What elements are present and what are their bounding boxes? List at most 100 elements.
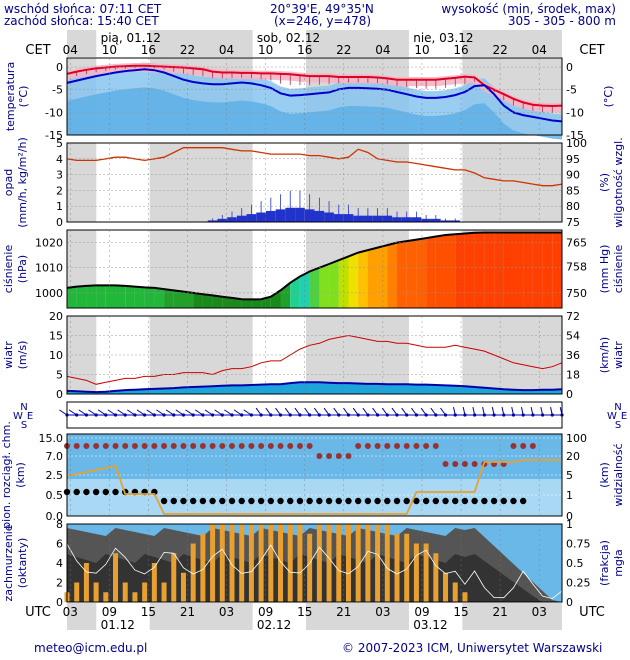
pressure-area-segment	[338, 256, 349, 308]
cloud-top-dot	[93, 443, 100, 449]
winddir-dot	[123, 413, 127, 417]
pressure-tick-left: 1000	[35, 287, 63, 300]
cloud-base-dot	[490, 497, 498, 505]
top-strip-band	[462, 30, 562, 57]
visibility-ylabel-2: widzialność	[612, 443, 625, 506]
clouds-tick-left: 0	[56, 596, 63, 609]
top-hour-label: 10	[414, 43, 429, 57]
winddir-dot	[133, 413, 137, 417]
pressure-tick-right: 758	[566, 260, 587, 273]
night-band	[67, 143, 97, 222]
temp-tick-left: 0	[56, 61, 63, 74]
top-hour-label: 16	[297, 43, 312, 57]
visibility-tick-right: 0	[566, 510, 573, 523]
fog-ylabel-1: (frakcja)	[598, 540, 611, 586]
compass-w-right: W	[607, 411, 617, 422]
precip-tick-left: 0	[56, 216, 63, 229]
cloud-base-dot	[413, 497, 420, 505]
visibility-tick-left: 0.5	[46, 489, 64, 502]
cloud-top-dot	[510, 443, 517, 449]
winddir-dot	[405, 413, 409, 417]
cloud-base-dot	[500, 497, 507, 505]
pressure-area-segment	[96, 285, 106, 308]
footer-email[interactable]: meteo@icm.edu.pl	[34, 641, 148, 655]
pressure-area-segment	[164, 289, 174, 308]
panel-frame	[66, 433, 563, 517]
visibility-tick-right: 1	[566, 489, 573, 502]
pressure-ylabel-2: (hPa)	[16, 255, 29, 283]
pressure-tick-right: 765	[566, 237, 587, 250]
cloud-top-dot	[423, 443, 430, 449]
fog-bar	[210, 524, 216, 602]
pressure-area-segment	[319, 264, 330, 308]
precip-tick-left: 5	[56, 137, 63, 150]
cloud-base-dot	[461, 497, 469, 505]
altitude-values: 305 - 305 - 800 m	[507, 14, 616, 28]
fog-bar	[190, 543, 196, 602]
pressure-line	[66, 231, 562, 301]
winddir-dot	[201, 413, 205, 417]
winddir-dot	[113, 413, 118, 417]
pressure-area-segment	[144, 287, 155, 308]
top-day-label: nie, 03.12	[413, 31, 473, 45]
visibility-bg-lower	[67, 479, 562, 516]
pressure-area-segment	[290, 276, 300, 308]
altitude-label: wysokość (min, środek, max)	[441, 2, 616, 16]
cloud-top-dot	[471, 461, 478, 467]
temp-tick-left: -10	[45, 106, 63, 119]
cloud-base-dot	[219, 497, 226, 505]
compass-n-right: N	[614, 402, 621, 413]
cloud-top-dot	[461, 461, 468, 467]
humidity-tick-right: 85	[566, 184, 580, 197]
pressure-area-segment	[532, 232, 543, 308]
cloud-top-dot	[73, 443, 80, 449]
compass-w-left: W	[13, 411, 23, 422]
cloud-base-dot	[364, 497, 372, 505]
cloud-base-dot	[335, 497, 342, 505]
cloud-base-dot	[209, 497, 216, 505]
cloud-base-dot	[102, 488, 110, 496]
clouds-ylabel-2: (oktanty)	[16, 538, 29, 589]
cloud-top-dot	[161, 443, 168, 449]
cloud-top-dot	[442, 461, 449, 467]
sunset-text: zachód słońca: 15:40 CET	[4, 14, 159, 28]
cloud-base-dot	[510, 497, 517, 505]
winddir-dot	[482, 413, 486, 417]
humidity-tick-right: 90	[566, 169, 580, 182]
pressure-area-segment	[202, 294, 213, 308]
precip-ylabel-1: opad	[2, 169, 15, 196]
compass-e-left: E	[27, 411, 33, 422]
bottom-strip-band	[67, 603, 97, 630]
pressure-area-segment	[86, 285, 97, 308]
precip-tick-left: 2	[56, 184, 63, 197]
night-band	[149, 143, 253, 222]
cloud-top-dot	[403, 443, 410, 449]
cloud-top-dot	[131, 443, 138, 449]
humidity-tick-right: 80	[566, 200, 580, 213]
winddir-dot	[550, 413, 554, 417]
cloud-line	[66, 543, 563, 600]
cloud-top-dot	[326, 453, 333, 459]
fog-bar	[171, 553, 177, 602]
fog-bar	[200, 533, 206, 602]
bottom-hour-label: 09	[102, 605, 117, 619]
bottom-hour-label: 21	[492, 605, 507, 619]
visibility-tick-right: 100	[566, 432, 587, 445]
fog-bar	[278, 524, 284, 602]
top-hour-label: 16	[141, 43, 156, 57]
pressure-area-segment	[348, 252, 359, 308]
cloud-base-dot	[384, 497, 391, 505]
winddir-dot	[210, 413, 215, 417]
cloud-base-dot	[422, 497, 430, 505]
panel-frame	[66, 523, 563, 603]
fog-bar	[316, 524, 322, 602]
temp-ylabel-right: (°C)	[602, 86, 615, 108]
pressure-area-segment	[76, 285, 87, 308]
pressure-area-segment	[251, 299, 262, 308]
winddir-dot	[443, 413, 448, 417]
cloud-top-dot	[306, 443, 313, 449]
cloud-base-dot	[170, 497, 177, 505]
winddir-dot	[162, 413, 166, 417]
temp-ylabel-2: (°C)	[17, 86, 30, 108]
cloud-top-dot	[258, 443, 265, 449]
